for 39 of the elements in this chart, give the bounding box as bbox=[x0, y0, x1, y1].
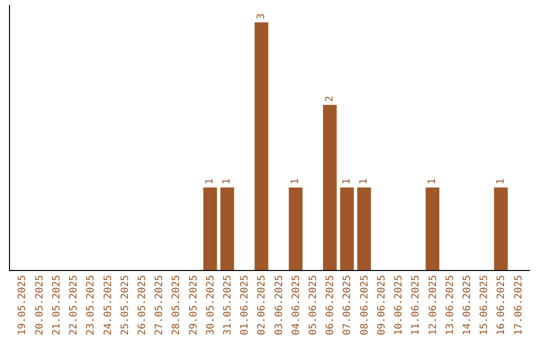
data-label: 1 bbox=[290, 178, 302, 184]
x-tick-label: 09.06.2025 bbox=[376, 275, 388, 336]
x-tick-label: 24.05.2025 bbox=[102, 275, 114, 336]
x-tick-label: 08.06.2025 bbox=[359, 275, 370, 336]
x-tick-label: 03.06.2025 bbox=[274, 275, 285, 336]
x-tick-label: 01.06.2025 bbox=[240, 275, 251, 336]
x-tick-label: 16.06.2025 bbox=[496, 275, 508, 336]
x-tick-label: 02.06.2025 bbox=[256, 275, 268, 336]
x-tick-label: 31.05.2025 bbox=[222, 275, 234, 336]
x-tick-label: 26.05.2025 bbox=[136, 275, 148, 336]
x-tick-label: 17.06.2025 bbox=[513, 275, 524, 336]
x-tick-label: 04.06.2025 bbox=[290, 275, 302, 336]
x-tick-label: 12.06.2025 bbox=[428, 275, 439, 336]
x-tick-label: 15.06.2025 bbox=[479, 275, 490, 336]
x-tick-label: 07.06.2025 bbox=[342, 275, 354, 336]
x-tick-label: 06.06.2025 bbox=[325, 275, 336, 336]
x-tick-label: 14.06.2025 bbox=[462, 275, 473, 336]
x-tick-label: 21.05.2025 bbox=[51, 275, 62, 336]
x-tick-label: 23.05.2025 bbox=[86, 275, 97, 336]
x-tick-label: 05.06.2025 bbox=[308, 275, 320, 336]
x-tick-label: 25.05.2025 bbox=[120, 275, 131, 336]
data-label: 1 bbox=[358, 178, 370, 184]
x-tick-label: 30.05.2025 bbox=[205, 275, 216, 336]
data-label: 1 bbox=[427, 178, 438, 184]
data-label: 2 bbox=[324, 96, 336, 102]
data-label: 1 bbox=[222, 178, 233, 184]
x-tick-label: 20.05.2025 bbox=[34, 275, 46, 336]
x-tick-label: 28.05.2025 bbox=[171, 275, 182, 336]
data-label: 1 bbox=[341, 178, 352, 184]
x-tick-label: 27.05.2025 bbox=[154, 275, 166, 336]
x-tick-label: 19.05.2025 bbox=[17, 275, 28, 336]
x-tick-label: 29.05.2025 bbox=[188, 275, 200, 336]
data-label: 1 bbox=[204, 178, 216, 184]
x-tick-label: 22.05.2025 bbox=[68, 275, 80, 336]
x-tick-label: 10.06.2025 bbox=[394, 275, 405, 336]
x-tick-label: 11.06.2025 bbox=[410, 275, 422, 336]
x-tick-label: 13.06.2025 bbox=[444, 275, 456, 336]
data-label: 3 bbox=[256, 13, 267, 20]
data-label: 1 bbox=[495, 178, 506, 184]
